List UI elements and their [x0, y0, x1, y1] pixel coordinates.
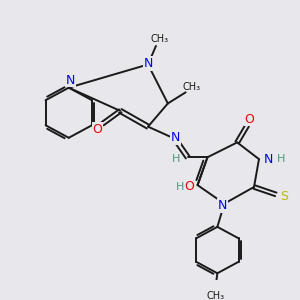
Text: O: O [244, 113, 254, 126]
Text: S: S [280, 190, 288, 203]
Text: O: O [93, 123, 102, 136]
Text: O: O [185, 181, 195, 194]
Text: N: N [143, 57, 153, 70]
Text: H: H [277, 154, 285, 164]
Text: H: H [176, 182, 184, 192]
Text: N: N [264, 153, 274, 166]
Text: CH₃: CH₃ [206, 292, 224, 300]
Text: CH₃: CH₃ [151, 34, 169, 44]
Text: N: N [171, 131, 180, 144]
Text: N: N [218, 199, 227, 212]
Text: CH₃: CH₃ [182, 82, 201, 92]
Text: N: N [66, 74, 75, 87]
Text: H: H [172, 154, 180, 164]
